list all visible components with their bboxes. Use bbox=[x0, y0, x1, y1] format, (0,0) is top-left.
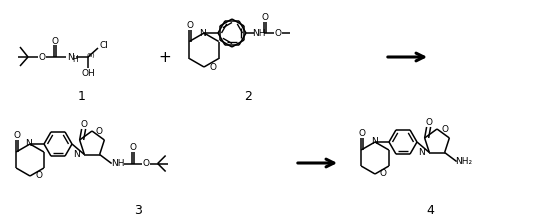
Text: O: O bbox=[187, 21, 194, 30]
Text: O: O bbox=[359, 129, 366, 138]
Text: 2: 2 bbox=[244, 90, 252, 104]
Text: 1: 1 bbox=[78, 90, 86, 104]
Text: 3: 3 bbox=[134, 203, 142, 217]
Text: H: H bbox=[72, 55, 78, 65]
Text: O: O bbox=[274, 28, 281, 37]
Text: Cl: Cl bbox=[100, 41, 109, 49]
Text: N: N bbox=[200, 28, 207, 37]
Text: N: N bbox=[74, 150, 80, 159]
Text: O: O bbox=[39, 53, 46, 62]
Text: O: O bbox=[80, 120, 87, 129]
Text: O: O bbox=[425, 118, 432, 127]
Text: 4: 4 bbox=[426, 203, 434, 217]
Text: N: N bbox=[67, 53, 73, 62]
Text: O: O bbox=[13, 131, 20, 141]
Text: N: N bbox=[26, 140, 32, 148]
Text: (S): (S) bbox=[87, 53, 95, 58]
Text: O: O bbox=[52, 37, 59, 46]
Text: N: N bbox=[371, 138, 377, 147]
Text: O: O bbox=[261, 14, 268, 23]
Text: NH: NH bbox=[111, 159, 124, 168]
Text: OH: OH bbox=[81, 69, 95, 78]
Text: O: O bbox=[35, 171, 42, 180]
Text: N: N bbox=[419, 148, 426, 157]
Text: O: O bbox=[129, 143, 136, 152]
Text: O: O bbox=[441, 124, 448, 134]
Text: O: O bbox=[96, 127, 103, 136]
Text: O: O bbox=[380, 170, 387, 178]
Text: +: + bbox=[159, 49, 172, 65]
Text: O: O bbox=[209, 62, 216, 71]
Text: NH: NH bbox=[252, 28, 266, 37]
Text: O: O bbox=[142, 159, 149, 168]
Text: NH₂: NH₂ bbox=[455, 157, 472, 166]
